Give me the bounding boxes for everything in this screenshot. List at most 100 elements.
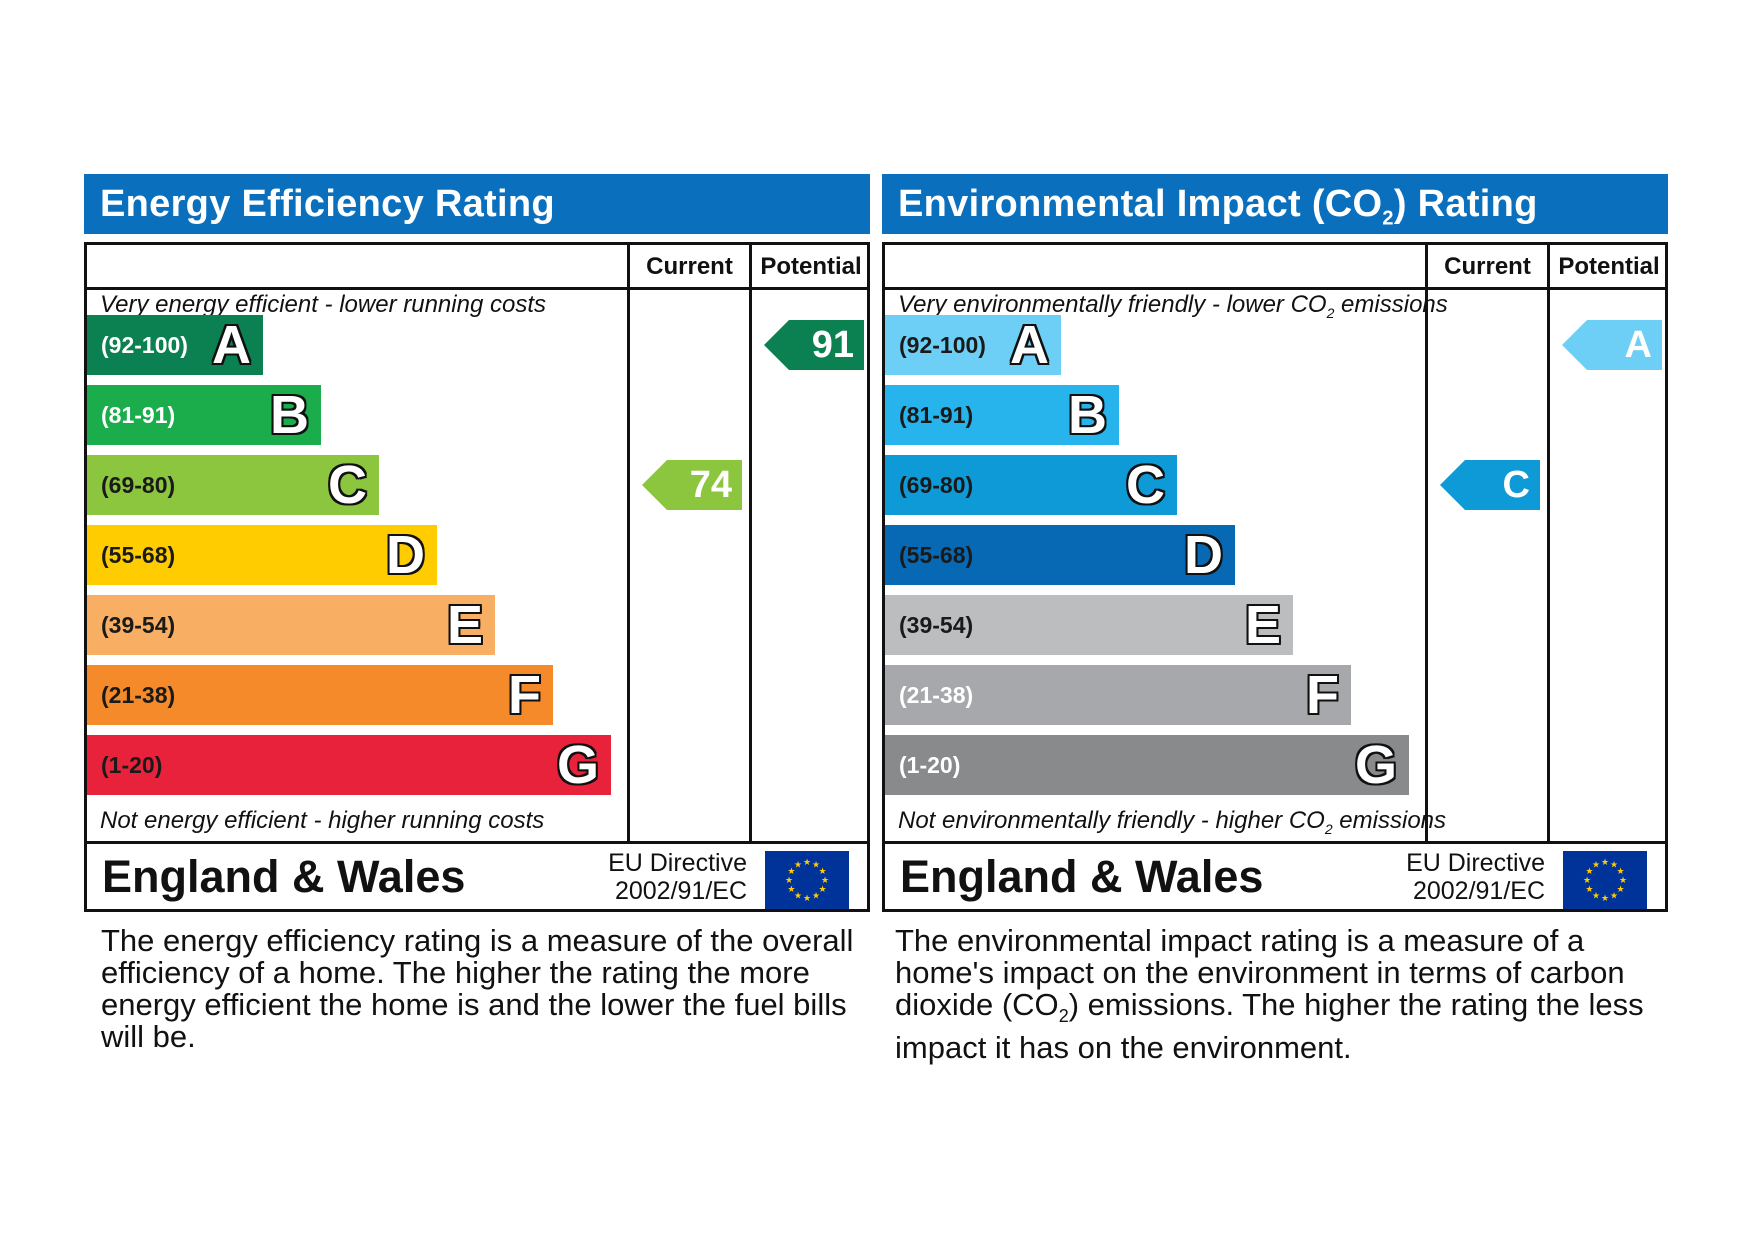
rating-band-g: (1-20) G <box>885 735 1409 795</box>
title-subscript: 2 <box>1382 207 1394 230</box>
eu-star: ★ <box>821 876 829 886</box>
eu-star: ★ <box>1617 885 1625 895</box>
band-letter-label: B <box>270 385 309 445</box>
eu-star: ★ <box>1601 858 1609 868</box>
band-range-label: (21-38) <box>101 682 176 708</box>
band-letter-label: G <box>1354 735 1397 795</box>
arrow-polygon <box>764 320 864 370</box>
potential-rating-arrow: 91 <box>764 320 864 370</box>
band-range-label: (1-20) <box>899 752 961 778</box>
eu-star: ★ <box>819 885 827 895</box>
band-letter-label: A <box>212 315 251 375</box>
energy-rating-table: Current Potential Very energy efficient … <box>84 242 870 912</box>
rating-band-d: (55-68) D <box>885 525 1235 585</box>
column-header-potential: Potential <box>1558 253 1660 280</box>
environment-explanation: The environmental impact rating is a mea… <box>895 925 1655 1064</box>
eu-star: ★ <box>1617 867 1625 877</box>
eu-flag-icon: ★ ★ ★ ★ ★ ★ ★ ★ ★ ★ ★ ★ <box>1563 851 1647 909</box>
rating-arrow-shape <box>764 320 864 370</box>
top-description: Very environmentally friendly - lower CO… <box>898 291 1448 321</box>
rating-band-c: (69-80) C <box>87 455 379 515</box>
band-range-label: (92-100) <box>101 332 188 358</box>
desc-subscript: 2 <box>1326 304 1335 321</box>
title-text: Environmental Impact (CO <box>898 183 1383 225</box>
rating-band-g: (1-20) G <box>87 735 611 795</box>
eu-star: ★ <box>803 894 811 904</box>
arrow-polygon <box>1562 320 1662 370</box>
arrow-polygon <box>642 460 742 510</box>
eu-flag-graphic: ★ ★★★★★★★★★★★ <box>765 851 849 909</box>
rating-band-a: (92-100) A <box>885 315 1061 375</box>
eu-star: ★ <box>1610 892 1618 902</box>
band-letter-label: C <box>1126 455 1165 515</box>
footer-divider <box>885 841 1665 844</box>
rating-value: 91 <box>811 324 854 366</box>
header-divider <box>885 287 1665 290</box>
header-divider <box>87 287 867 290</box>
band-range-label: (81-91) <box>101 402 176 428</box>
band-range-label: (81-91) <box>899 402 974 428</box>
explanation-subscript: 2 <box>1058 1006 1069 1027</box>
band-range-label: (55-68) <box>899 542 974 568</box>
desc-subscript: 2 <box>1324 820 1333 837</box>
directive-line1: EU Directive <box>608 849 747 877</box>
desc-text: Very environmentally friendly - lower CO <box>898 291 1327 318</box>
band-range-label: (39-54) <box>899 612 974 638</box>
rating-band-b: (81-91) B <box>885 385 1119 445</box>
eu-star: ★ <box>787 885 795 895</box>
potential-rating-arrow: A <box>1562 320 1662 370</box>
eu-star: ★ <box>803 858 811 868</box>
band-letter-label: E <box>1244 595 1281 655</box>
eu-flag-graphic: ★ ★★★★★★★★★★★ <box>1563 851 1647 909</box>
directive-line2: 2002/91/EC <box>1412 877 1545 905</box>
eu-star: ★ <box>1585 867 1593 877</box>
eu-star: ★ <box>1592 892 1600 902</box>
arrow-polygon <box>1440 460 1540 510</box>
bottom-description: Not energy efficient - higher running co… <box>100 807 545 834</box>
band-letter-label: G <box>556 735 599 795</box>
environmental-impact-panel: Environmental Impact (CO2) Rating Curren… <box>882 174 1668 912</box>
eu-star: ★ <box>1619 876 1627 886</box>
country-label: England & Wales <box>102 851 466 902</box>
rating-band-d: (55-68) D <box>87 525 437 585</box>
eu-star: ★ <box>812 892 820 902</box>
rating-band-f: (21-38) F <box>87 665 553 725</box>
rating-band-e: (39-54) E <box>885 595 1293 655</box>
eu-star: ★ <box>1601 894 1609 904</box>
top-description: Very energy efficient - lower running co… <box>100 291 546 318</box>
column-divider <box>1425 245 1428 841</box>
eu-star: ★ <box>785 876 793 886</box>
energy-efficiency-title: Energy Efficiency Rating <box>84 174 870 234</box>
energy-efficiency-panel: Energy Efficiency Rating Current Potenti… <box>84 174 870 912</box>
eu-star: ★ <box>794 860 802 870</box>
band-letter-label: A <box>1010 315 1049 375</box>
eu-flag-icon: ★ ★ ★ ★ ★ ★ ★ ★ ★ ★ ★ ★ <box>765 851 849 909</box>
column-header-potential: Potential <box>760 253 862 280</box>
rating-band-a: (92-100) A <box>87 315 263 375</box>
rating-value: A <box>1624 324 1652 366</box>
band-range-label: (92-100) <box>899 332 986 358</box>
eu-star: ★ <box>1592 860 1600 870</box>
band-range-label: (55-68) <box>101 542 176 568</box>
band-range-label: (69-80) <box>101 472 176 498</box>
band-range-label: (39-54) <box>101 612 176 638</box>
rating-value: 74 <box>689 464 732 506</box>
title-text-end: ) Rating <box>1393 183 1538 225</box>
rating-band-e: (39-54) E <box>87 595 495 655</box>
eu-star: ★ <box>794 892 802 902</box>
energy-explanation: The energy efficiency rating is a measur… <box>101 923 854 1054</box>
rating-arrow-shape <box>642 460 742 510</box>
eu-star: ★ <box>1583 876 1591 886</box>
band-letter-label: D <box>386 525 425 585</box>
band-letter-label: B <box>1068 385 1107 445</box>
rating-band-b: (81-91) B <box>87 385 321 445</box>
band-letter-label: C <box>328 455 367 515</box>
current-rating-arrow: C <box>1440 460 1540 510</box>
country-label: England & Wales <box>900 851 1264 902</box>
rating-arrow-shape <box>1562 320 1662 370</box>
eu-star: ★ <box>812 860 820 870</box>
column-header-current: Current <box>646 253 733 280</box>
eu-star: ★ <box>1585 885 1593 895</box>
current-rating-arrow: 74 <box>642 460 742 510</box>
explanation-text-end: ) emissions. The higher the rating the l… <box>895 987 1644 1066</box>
